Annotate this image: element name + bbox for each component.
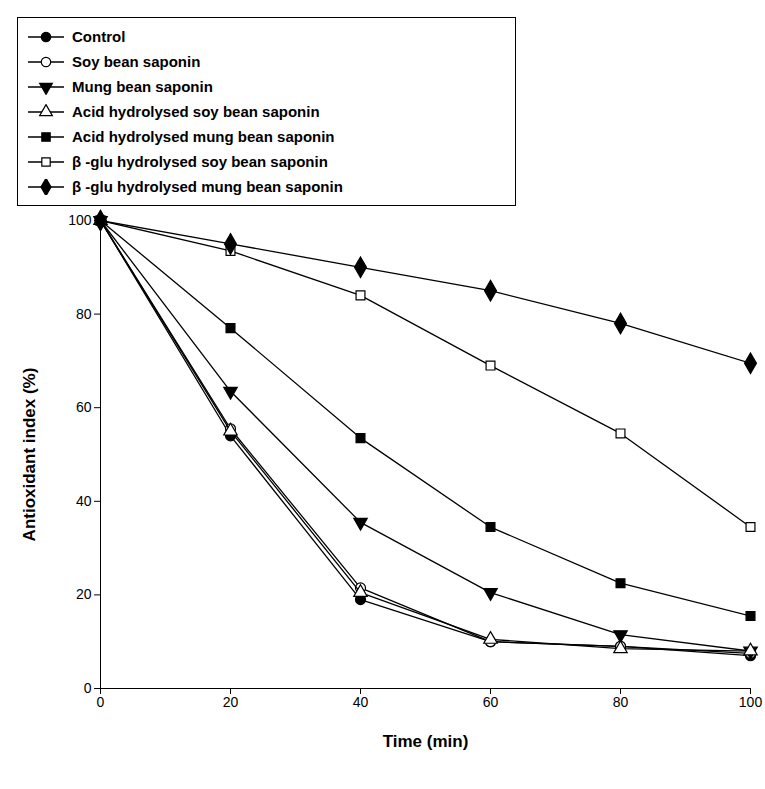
svg-text:0: 0 [84,680,92,696]
svg-text:60: 60 [483,694,499,710]
svg-text:40: 40 [353,694,369,710]
svg-text:80: 80 [76,306,92,322]
svg-text:60: 60 [76,399,92,415]
svg-text:Time (min): Time (min) [383,732,469,751]
svg-text:80: 80 [613,694,629,710]
svg-text:20: 20 [76,586,92,602]
html-text:β -glu hydrolysed soy bean sap: β -glu hydrolysed soy bean saponin [72,153,328,170]
html-text:Mung bean saponin: Mung bean saponin [72,78,213,95]
html-text:β -glu hydrolysed mung bean sa: β -glu hydrolysed mung bean saponin [72,178,343,195]
html-text:Control: Control [72,28,126,45]
html-text:Soy bean saponin: Soy bean saponin [72,53,201,70]
svg-text:100: 100 [739,694,763,710]
svg-text:Antioxidant index (%): Antioxidant index (%) [20,368,39,542]
html-text:Acid hydrolysed mung bean sapo: Acid hydrolysed mung bean saponin [72,128,335,145]
html-text:Acid hydrolysed soy bean sapon: Acid hydrolysed soy bean saponin [72,103,320,120]
svg-text:100: 100 [68,212,92,228]
svg-text:0: 0 [97,694,105,710]
svg-text:40: 40 [76,493,92,509]
svg-text:20: 20 [223,694,239,710]
